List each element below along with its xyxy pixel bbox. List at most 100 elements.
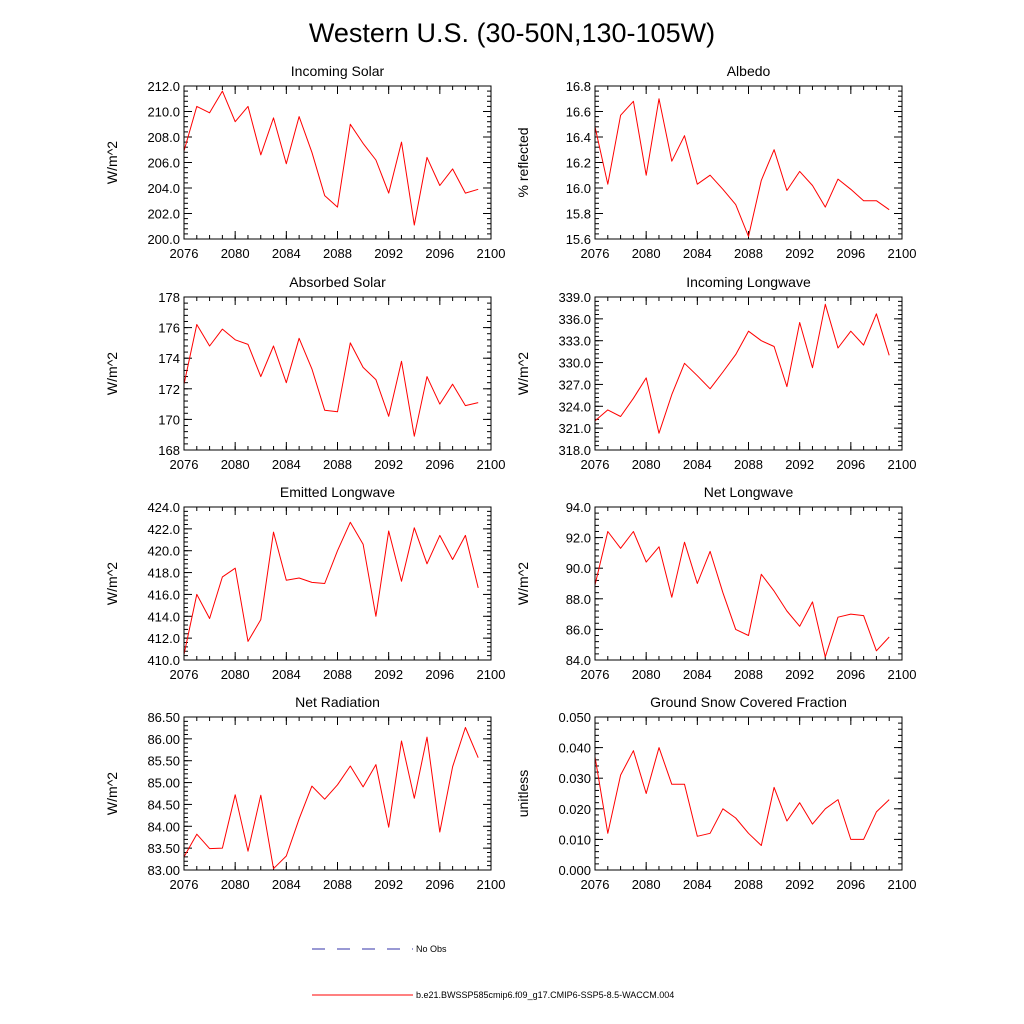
y-tick-label: 424.0 [147,500,180,515]
x-tick-label: 2100 [477,877,506,892]
x-tick-label: 2092 [374,457,403,472]
x-tick-label: 2080 [632,246,661,261]
plot-frame [594,506,903,661]
plot-frame [594,296,903,451]
y-tick-label: 88.0 [566,592,591,607]
legend-model-label: b.e21.BWSSP585cmip6.f09_g17.CMIP6-SSP5-8… [416,990,674,1000]
y-tick-label: 422.0 [147,522,180,537]
x-tick-label: 2080 [632,877,661,892]
panel-title: Absorbed Solar [289,274,386,290]
y-tick-label: 84.0 [566,653,591,668]
x-tick-label: 2076 [170,667,199,682]
series-line [183,521,479,655]
x-tick-label: 2100 [477,667,506,682]
x-tick-label: 2084 [683,457,712,472]
x-tick-label: 2092 [374,246,403,261]
y-tick-label: 333.0 [558,334,591,349]
legend-obs-label: No Obs [416,944,447,954]
x-tick-label: 2076 [170,877,199,892]
plot-frame [594,716,903,871]
y-tick-label: 327.0 [558,377,591,392]
x-tick-label: 2080 [221,877,250,892]
y-tick-label: 210.0 [147,105,180,120]
y-axis-label: W/m^2 [515,562,531,605]
y-tick-label: 92.0 [566,531,591,546]
y-tick-label: 339.0 [558,290,591,305]
x-tick-label: 2100 [477,246,506,261]
y-tick-label: 208.0 [147,130,180,145]
plot-frame [183,85,492,240]
y-tick-label: 416.0 [147,587,180,602]
x-tick-label: 2096 [425,877,454,892]
series-line [594,98,890,237]
x-tick-label: 2088 [323,667,352,682]
y-tick-label: 85.50 [147,754,180,769]
legend: No Obs b.e21.BWSSP585cmip6.f09_g17.CMIP6… [312,944,674,1000]
plot-frame [183,506,492,661]
y-tick-label: 414.0 [147,609,180,624]
y-tick-label: 174 [158,351,180,366]
y-tick-label: 16.0 [566,181,591,196]
x-tick-label: 2084 [683,667,712,682]
y-tick-label: 86.00 [147,732,180,747]
y-tick-label: 94.0 [566,500,591,515]
x-tick-label: 2088 [323,246,352,261]
y-tick-label: 85.00 [147,776,180,791]
x-tick-label: 2088 [734,246,763,261]
x-tick-label: 2076 [170,457,199,472]
y-axis-label: W/m^2 [515,352,531,395]
y-tick-label: 172 [158,382,180,397]
plot-frame [594,85,903,240]
x-tick-label: 2092 [374,877,403,892]
x-tick-label: 2100 [888,667,917,682]
y-axis-label: W/m^2 [104,352,120,395]
y-axis-label: % reflected [515,127,531,197]
y-tick-label: 15.6 [566,232,591,247]
y-axis-label: W/m^2 [104,772,120,815]
y-tick-label: 178 [158,290,180,305]
x-tick-label: 2096 [425,457,454,472]
y-tick-label: 83.50 [147,841,180,856]
y-tick-label: 420.0 [147,544,180,559]
y-tick-label: 0.030 [558,771,591,786]
x-tick-label: 2088 [734,457,763,472]
x-tick-label: 2096 [836,457,865,472]
y-tick-label: 324.0 [558,399,591,414]
x-tick-label: 2084 [272,667,301,682]
x-tick-label: 2088 [323,877,352,892]
series-line [594,531,890,658]
y-tick-label: 204.0 [147,181,180,196]
y-tick-label: 410.0 [147,653,180,668]
panel: Net Longwave W/m^2 84.0 86.0 88.0 90.0 92.0 94.… [515,484,916,682]
panel-title: Albedo [727,63,771,79]
x-tick-label: 2076 [581,877,610,892]
x-tick-label: 2076 [581,457,610,472]
y-tick-label: 200.0 [147,232,180,247]
panel: Incoming Solar W/m^2 200.0 202.0 204.0 206.0 2… [104,63,505,261]
y-tick-label: 16.2 [566,156,591,171]
x-tick-label: 2092 [785,457,814,472]
x-tick-label: 2084 [272,457,301,472]
x-tick-label: 2096 [425,667,454,682]
x-tick-label: 2076 [581,667,610,682]
y-tick-label: 0.050 [558,710,591,725]
plot-frame [183,296,492,451]
y-tick-label: 212.0 [147,79,180,94]
panels: Incoming Solar W/m^2 200.0 202.0 204.0 206.0 2… [104,63,916,892]
x-tick-label: 2100 [888,457,917,472]
x-tick-label: 2076 [170,246,199,261]
series-line [594,303,890,434]
panel: Net Radiation W/m^2 83.00 83.50 84.00 84.50 85… [104,694,505,892]
x-tick-label: 2080 [221,246,250,261]
series-line [594,747,890,846]
y-axis-label: unitless [515,770,531,817]
y-axis-label: W/m^2 [104,562,120,605]
panel: Ground Snow Covered Fraction unitless 0.00… [515,694,916,892]
series-line [183,324,479,437]
y-tick-label: 318.0 [558,443,591,458]
y-tick-label: 0.010 [558,832,591,847]
x-tick-label: 2084 [272,246,301,261]
panel-title: Incoming Solar [291,63,385,79]
x-tick-label: 2084 [683,246,712,261]
